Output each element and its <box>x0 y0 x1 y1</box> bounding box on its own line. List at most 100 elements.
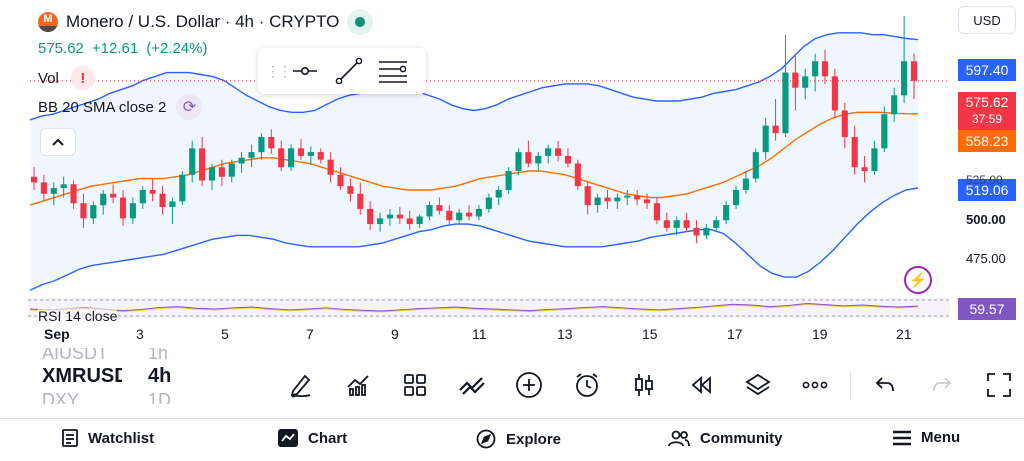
candle-body <box>653 203 660 221</box>
candle-body <box>742 178 749 190</box>
candle-body <box>554 148 562 156</box>
nav-explore[interactable]: Explore <box>476 429 561 449</box>
drag-handle-icon[interactable]: ⋮⋮ <box>266 62 292 79</box>
candle-body <box>426 205 433 217</box>
bollinger-label: BB 20 SMA close 2 <box>38 98 167 116</box>
candle-body <box>40 182 47 194</box>
market-status-icon[interactable] <box>347 9 374 35</box>
bar-countdown: 37:59 <box>971 112 1003 126</box>
time-tick: Sep <box>44 326 70 342</box>
candle-body <box>475 208 483 217</box>
bb-lower-price-label: 519.06 <box>958 179 1016 201</box>
nav-menu[interactable]: Menu <box>893 429 960 446</box>
current-interval: 4h <box>148 364 172 387</box>
alert-icon[interactable] <box>565 367 608 403</box>
chart-area[interactable] <box>0 0 1024 350</box>
candle-body <box>713 220 720 228</box>
next-symbol-row[interactable]: DXY 1D <box>42 390 182 404</box>
candle-body <box>485 197 492 209</box>
candle-body <box>663 220 670 228</box>
candle-body <box>525 152 532 164</box>
candle-body <box>535 155 542 164</box>
candle-body <box>812 61 819 77</box>
candle-body <box>199 148 206 181</box>
candle-body <box>703 227 710 236</box>
candle-type-icon[interactable] <box>622 367 665 403</box>
currency-selector[interactable]: USD <box>958 6 1016 34</box>
bottom-navigation[interactable]: Watchlist Chart Explore Community Menu <box>0 418 1024 461</box>
drawing-toolbar[interactable]: ⋮⋮ <box>258 48 426 94</box>
bb-upper-price-label: 597.40 <box>958 59 1016 81</box>
toolbar-divider <box>850 371 852 399</box>
prev-symbol-row[interactable]: AIUSDT 1h <box>42 348 182 362</box>
time-tick: 21 <box>896 326 912 342</box>
monero-logo-icon <box>38 12 58 32</box>
bollinger-lower-line <box>29 187 919 291</box>
sync-icon[interactable]: ⟳ <box>176 94 203 120</box>
nav-menu-label: Menu <box>921 429 961 446</box>
nav-community[interactable]: Community <box>668 429 783 447</box>
candle-body <box>258 136 265 153</box>
current-symbol: XMRUSD <box>42 364 122 387</box>
chart-icon <box>278 429 298 447</box>
rsi-legend[interactable]: RSI 14 close <box>38 308 118 324</box>
indicators-icon[interactable] <box>337 367 380 403</box>
chart-toolbar[interactable] <box>280 366 1020 404</box>
hamburger-icon <box>893 430 911 445</box>
candle-body <box>70 184 77 204</box>
price-axis-tick: 525.00 <box>966 173 1003 187</box>
undo-icon[interactable] <box>863 367 906 403</box>
candle-body <box>248 152 255 158</box>
candle-body <box>604 197 611 202</box>
symbol-switcher[interactable]: AIUSDT 1h XMRUSD 4h DXY 1D <box>42 348 182 418</box>
candle-body <box>505 171 512 190</box>
chevron-up-icon <box>52 138 64 146</box>
layers-icon[interactable] <box>736 367 779 403</box>
candle-body <box>337 174 344 187</box>
candle-body <box>792 72 799 88</box>
more-icon[interactable] <box>793 367 836 403</box>
time-axis[interactable]: Sep 3 5 7 9 11 13 15 17 19 21 <box>0 326 950 346</box>
collapse-legend-button[interactable] <box>40 128 76 156</box>
drawings-icon[interactable] <box>451 367 494 403</box>
price-change: +12.61 <box>91 40 139 57</box>
candle-body <box>871 148 878 172</box>
settings-lines-tool-icon[interactable] <box>376 56 410 86</box>
time-tick: 3 <box>136 326 144 342</box>
warning-icon[interactable]: ! <box>70 66 95 90</box>
candle-body <box>515 152 522 172</box>
candle-body <box>149 189 156 194</box>
candle-body <box>446 210 453 221</box>
rsi-ma-line <box>29 303 919 313</box>
last-price-value: 575.62 <box>965 94 1009 110</box>
lightning-icon[interactable]: ⚡ <box>904 266 932 294</box>
last-price: 575.62 <box>38 40 84 57</box>
candle-body <box>821 61 829 77</box>
trend-line-tool-icon[interactable] <box>332 56 366 86</box>
nav-watchlist-label: Watchlist <box>88 429 155 447</box>
templates-icon[interactable] <box>394 367 437 403</box>
candle-body <box>100 193 107 206</box>
candle-body <box>910 61 918 81</box>
nav-chart[interactable]: Chart <box>278 429 347 447</box>
time-tick: 15 <box>642 326 658 342</box>
current-symbol-row[interactable]: XMRUSD 4h <box>42 362 182 390</box>
horizontal-line-tool-icon[interactable] <box>288 56 322 86</box>
chart-canvas[interactable] <box>0 0 1024 350</box>
rsi-pane-background <box>28 298 950 318</box>
watchlist-icon <box>62 429 78 447</box>
symbol-header[interactable]: Monero / U.S. Dollar · 4h · CRYPTO <box>38 9 374 35</box>
add-icon[interactable] <box>508 367 551 403</box>
pen-icon[interactable] <box>280 367 323 403</box>
volume-indicator-legend[interactable]: Vol ! <box>38 66 95 90</box>
fullscreen-icon[interactable] <box>978 367 1021 403</box>
candle-body <box>732 189 740 206</box>
nav-watchlist[interactable]: Watchlist <box>62 429 154 447</box>
candle-body <box>782 72 789 134</box>
rsi-line <box>29 302 919 312</box>
redo-icon[interactable] <box>920 367 963 403</box>
bollinger-legend[interactable]: BB 20 SMA close 2 ⟳ <box>38 94 203 120</box>
symbol-title: Monero / U.S. Dollar · 4h · CRYPTO <box>66 12 340 31</box>
candle-body <box>891 95 898 115</box>
replay-icon[interactable] <box>679 367 722 403</box>
